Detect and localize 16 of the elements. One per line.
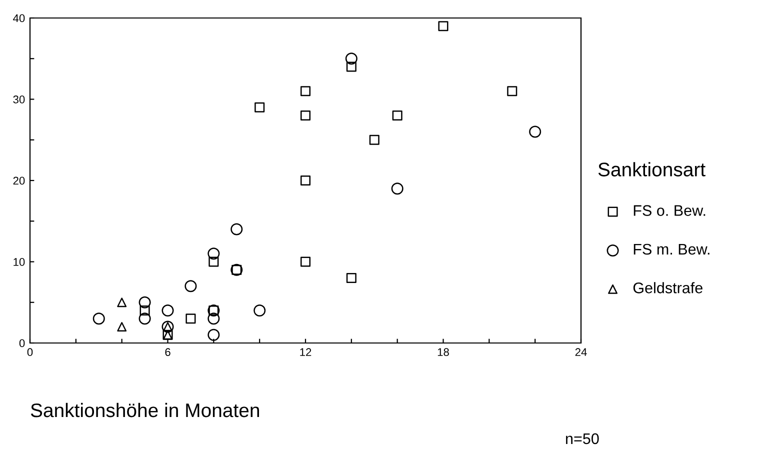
x-tick-label: 24 (575, 348, 587, 356)
legend-label: Geldstrafe (633, 282, 702, 294)
x-tick-label: 18 (438, 348, 449, 356)
y-tick-label: 20 (13, 176, 25, 185)
y-tick-label: 10 (14, 258, 25, 266)
y-tick-label: 0 (19, 339, 25, 348)
text: n=50 (566, 433, 599, 444)
x-tick-label: 6 (165, 348, 170, 356)
x-tick-label: 0 (27, 348, 33, 356)
y-tick-label: 30 (13, 96, 25, 104)
legend-title: Sanktionsart (598, 162, 706, 176)
legend-label: FS o. Bew. (634, 205, 706, 216)
x-tick-label: 12 (300, 348, 312, 356)
y-tick-label: 40 (13, 14, 25, 22)
x-axis-title: Sanktionshöhe in Monaten (30, 402, 259, 418)
legend-label: FS m. Bew. (634, 244, 710, 255)
